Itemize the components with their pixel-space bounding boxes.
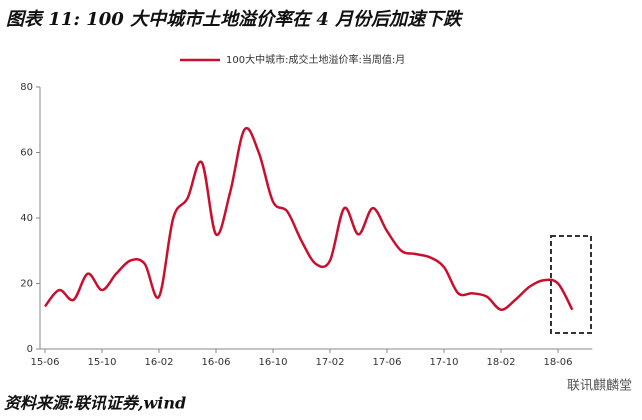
x-tick-label: 17-02 [315,357,344,368]
y-tick-label: 40 [20,213,33,224]
y-tick-label: 20 [20,279,33,290]
highlight-box [550,235,592,334]
x-tick-label: 16-06 [201,357,230,368]
x-tick-label: 17-10 [429,357,458,368]
y-tick-label: 60 [20,148,33,159]
x-tick-label: 17-06 [372,357,401,368]
x-tick-label: 15-06 [30,357,59,368]
x-tick-label: 18-06 [543,357,572,368]
x-tick-label: 16-10 [258,357,287,368]
x-tick-label: 18-02 [486,357,515,368]
line [44,126,574,311]
x-tick-label: 16-02 [144,357,173,368]
y-tick-label: 80 [20,82,33,93]
watermark: 联讯麒麟堂 [567,378,632,394]
legend-label: 100大中城市:成交土地溢价率:当周值:月 [226,53,405,66]
chart-title: 图表 11: 100 大中城市土地溢价率在 4 月份后加速下跌 [6,9,464,30]
x-tick-label: 15-10 [87,357,116,368]
y-tick-label: 0 [27,344,33,355]
source: 资料来源:联讯证券,wind [4,394,186,413]
